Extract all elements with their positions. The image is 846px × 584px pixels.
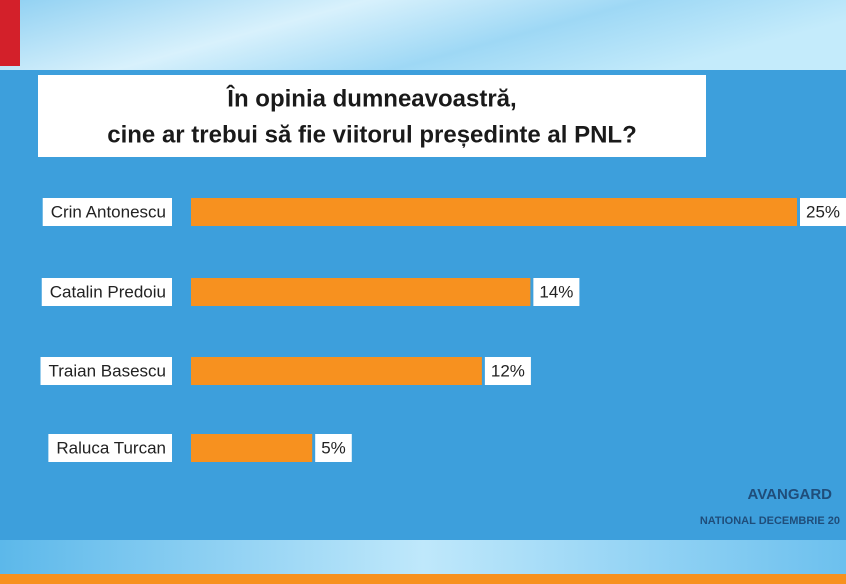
value-box <box>800 198 846 226</box>
value-box <box>315 434 352 462</box>
value-label: 12% <box>491 361 525 380</box>
bar <box>191 278 531 306</box>
title-box <box>38 75 706 157</box>
category-box <box>41 278 172 306</box>
value-label: 5% <box>321 438 346 457</box>
category-label: Crin Antonescu <box>51 202 166 221</box>
bar <box>191 434 313 462</box>
category-box <box>40 357 172 385</box>
value-box <box>484 357 531 385</box>
value-box <box>533 278 580 306</box>
logo <box>0 0 20 66</box>
category-box <box>42 198 172 226</box>
chart-title: În opinia dumneavoastră, <box>226 84 516 112</box>
bottom-band <box>0 540 846 574</box>
bar <box>191 198 797 226</box>
source: AVANGARD <box>748 486 833 503</box>
value-label: 25% <box>806 202 840 221</box>
top-band <box>0 0 846 70</box>
bottom-stripe <box>0 574 846 584</box>
category-label: Traian Basescu <box>49 361 166 380</box>
chart-title: cine ar trebui să fie viitorul președint… <box>107 121 636 148</box>
category-label: Raluca Turcan <box>56 438 166 457</box>
category-label: Catalin Predoiu <box>50 282 166 301</box>
bar <box>191 357 482 385</box>
category-box <box>48 434 172 462</box>
value-label: 14% <box>539 282 573 301</box>
source-note: NATIONAL DECEMBRIE 20 <box>700 515 840 527</box>
